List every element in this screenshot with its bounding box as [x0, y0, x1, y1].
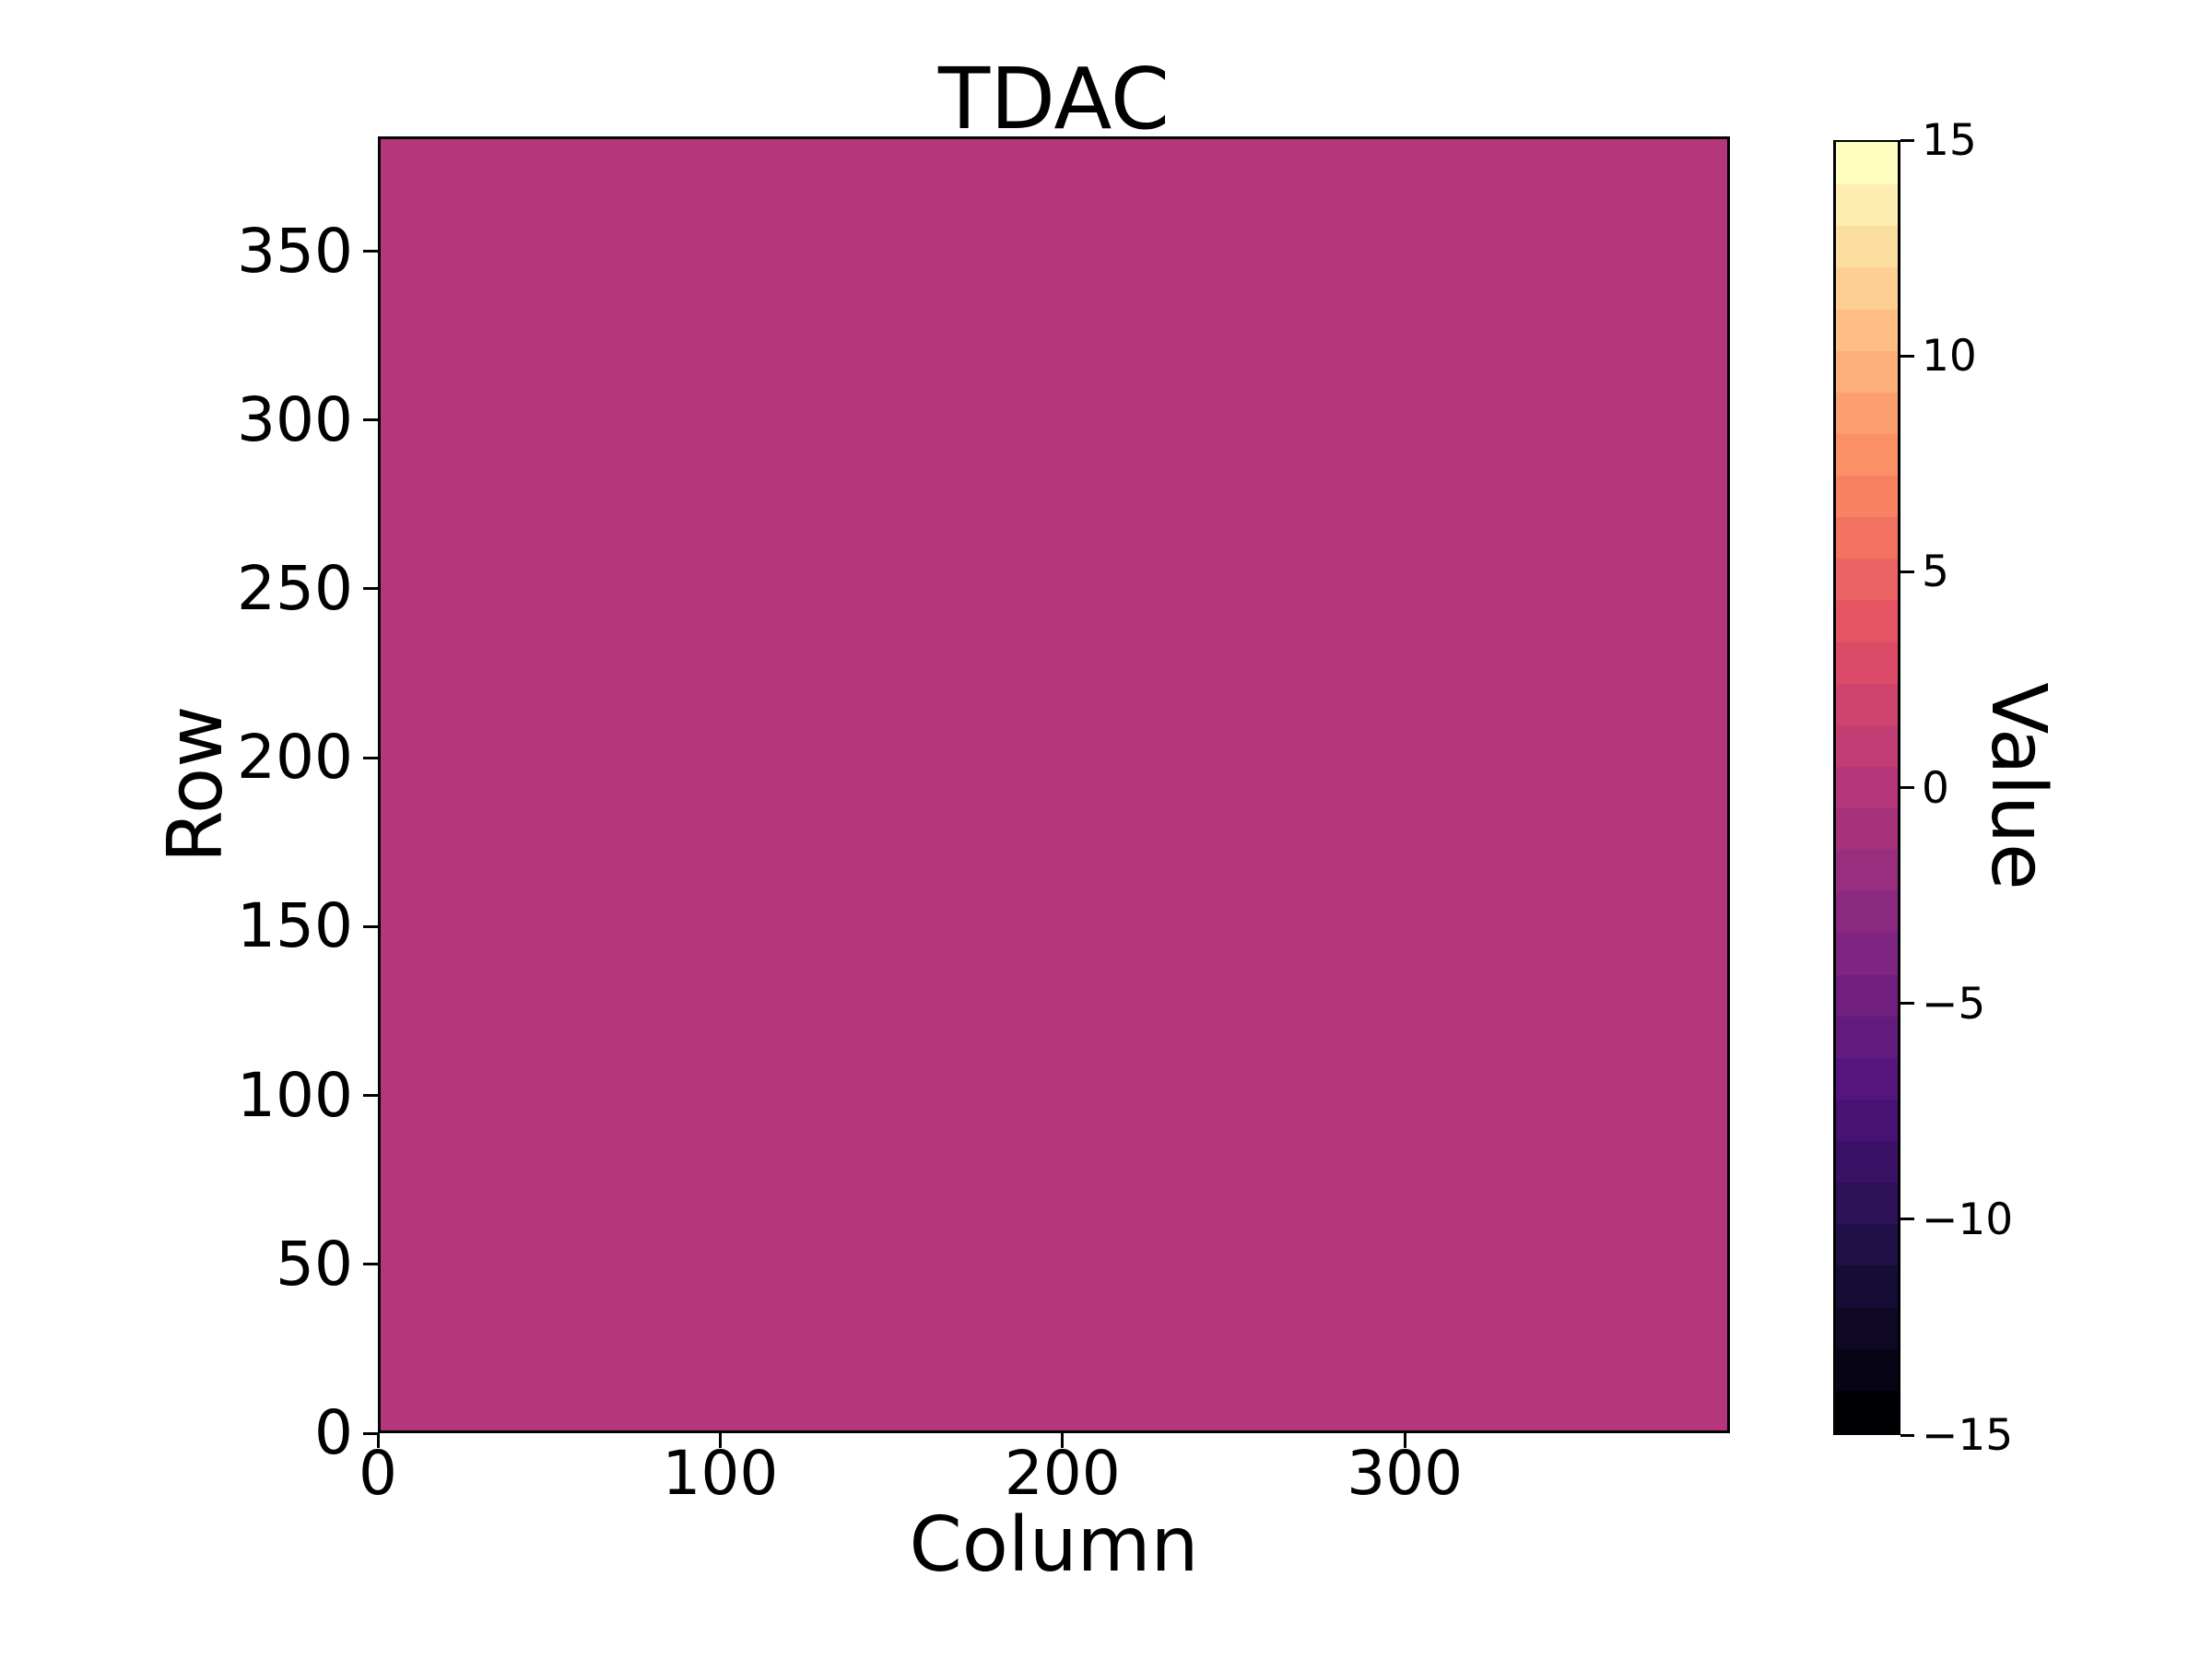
y-tick-label: 0 [314, 1397, 353, 1468]
colorbar-tick-mark [1900, 138, 1914, 142]
colorbar-label: Value [1974, 682, 2062, 890]
colorbar-tick-mark [1900, 1002, 1914, 1006]
x-tick-label: 200 [1004, 1438, 1121, 1509]
colorbar-segment [1836, 558, 1898, 601]
colorbar-segment [1836, 349, 1898, 393]
colorbar-segment [1836, 807, 1898, 851]
colorbar-segment [1836, 516, 1898, 559]
colorbar-segment [1836, 1223, 1898, 1266]
colorbar-tick-mark [1900, 1433, 1914, 1437]
colorbar-tick-mark [1900, 354, 1914, 358]
colorbar-segment [1836, 308, 1898, 351]
colorbar-tick-mark [1900, 570, 1914, 573]
colorbar-segment [1836, 890, 1898, 934]
colorbar-tick-label: 15 [1922, 115, 1977, 166]
y-tick-label: 300 [237, 383, 353, 455]
y-tick-mark [363, 924, 378, 928]
colorbar-segment [1836, 225, 1898, 268]
colorbar-segment [1836, 142, 1898, 185]
colorbar-segment [1836, 1015, 1898, 1058]
y-tick-label: 100 [237, 1059, 353, 1131]
colorbar-segment [1836, 1140, 1898, 1183]
colorbar-segment [1836, 599, 1898, 642]
y-tick-label: 250 [237, 552, 353, 624]
colorbar-segment [1836, 1182, 1898, 1225]
colorbar-tick-label: 10 [1922, 331, 1977, 382]
y-tick-label: 200 [237, 722, 353, 794]
y-axis-label: Row [152, 705, 240, 864]
x-tick-mark [1403, 1433, 1406, 1448]
colorbar-segment [1836, 932, 1898, 975]
colorbar-segment [1836, 1056, 1898, 1100]
colorbar-tick-label: 0 [1922, 762, 1949, 814]
y-tick-mark [363, 250, 378, 253]
colorbar-tick-mark [1900, 1218, 1914, 1221]
colorbar-segment [1836, 1265, 1898, 1308]
y-tick-label: 150 [237, 890, 353, 962]
colorbar-segment [1836, 1098, 1898, 1142]
x-tick-mark [1061, 1433, 1065, 1448]
colorbar-segment [1836, 1389, 1898, 1432]
x-axis-label: Column [909, 1501, 1199, 1589]
colorbar-tick-label: −10 [1922, 1194, 2014, 1245]
colorbar-segment [1836, 765, 1898, 809]
chart-title: TDAC [938, 50, 1170, 148]
y-tick-mark [363, 1094, 378, 1098]
colorbar-segment [1836, 183, 1898, 227]
colorbar [1833, 140, 1900, 1435]
y-tick-mark [363, 756, 378, 759]
x-tick-mark [718, 1433, 722, 1448]
colorbar-tick-label: −5 [1922, 978, 1986, 1030]
colorbar-segment [1836, 973, 1898, 1017]
y-tick-mark [363, 587, 378, 591]
colorbar-segment [1836, 391, 1898, 434]
colorbar-segment [1836, 849, 1898, 892]
colorbar-segment [1836, 724, 1898, 767]
x-tick-label: 0 [359, 1438, 397, 1509]
y-tick-mark [363, 418, 378, 422]
colorbar-segment [1836, 1347, 1898, 1391]
y-tick-mark [363, 1431, 378, 1435]
x-tick-label: 300 [1347, 1438, 1464, 1509]
colorbar-segment [1836, 682, 1898, 725]
x-tick-mark [376, 1433, 380, 1448]
colorbar-tick-label: 5 [1922, 547, 1949, 598]
colorbar-segment [1836, 266, 1898, 310]
y-tick-label: 50 [276, 1228, 353, 1300]
colorbar-tick-mark [1900, 786, 1914, 789]
colorbar-segment [1836, 432, 1898, 477]
heatmap-area [378, 136, 1730, 1433]
y-tick-mark [363, 1263, 378, 1266]
x-tick-label: 100 [662, 1438, 779, 1509]
colorbar-segment [1836, 1306, 1898, 1349]
colorbar-segment [1836, 641, 1898, 684]
colorbar-tick-label: −15 [1922, 1410, 2014, 1461]
colorbar-segment [1836, 475, 1898, 518]
y-tick-label: 350 [237, 215, 353, 287]
